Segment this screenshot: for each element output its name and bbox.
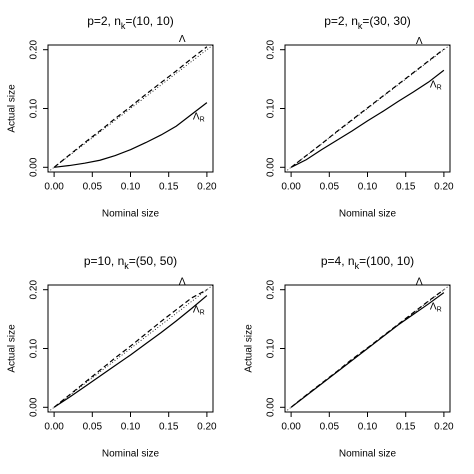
y-axis-label: Actual size [244, 324, 255, 373]
text-piece: R [200, 117, 205, 124]
x-tick-label: 0.10 [121, 182, 141, 193]
panel-title: p=4, nk=(100, 10) [321, 254, 414, 271]
text-piece: p=10, n [84, 254, 124, 268]
series-line [54, 102, 208, 168]
text-piece: R [437, 85, 442, 92]
text-piece: =(100, 10) [359, 254, 414, 268]
panel: p=2, nk=(10, 10) 0.00 0.05 0.10 0.15 0.20 0.00… [7, 14, 217, 219]
y-axis-label: Actual size [7, 324, 18, 373]
x-tick-label: 0.00 [44, 422, 64, 433]
series-label: ΛR [430, 301, 442, 314]
y-tick-label: 0.20 [29, 40, 40, 60]
panel-title: p=2, nk=(30, 30) [324, 14, 411, 31]
x-tick-label: 0.20 [434, 182, 454, 193]
series-label: Λ [416, 276, 423, 287]
y-tick-label: 0.10 [266, 338, 277, 358]
series-label: Λ [416, 36, 423, 47]
y-tick-label: 0.20 [29, 280, 40, 300]
text-piece: p=2, n [324, 14, 358, 28]
y-tick-label: 0.00 [266, 157, 277, 177]
x-axis-label: Nominal size [339, 209, 397, 220]
x-axis-label: Nominal size [102, 209, 160, 220]
panel: p=2, nk=(30, 30) 0.00 0.05 0.10 0.15 0.20 0.00… [266, 14, 454, 219]
x-axis-label: Nominal size [102, 449, 160, 460]
series-label: Λ [179, 33, 186, 44]
x-tick-label: 0.00 [281, 422, 301, 433]
series-line [53, 295, 208, 408]
x-tick-label: 0.15 [159, 182, 179, 193]
text-piece: k [358, 21, 363, 31]
y-tick-label: 0.00 [29, 157, 40, 177]
panel-title: p=2, nk=(10, 10) [87, 14, 174, 31]
series-label: ΛR [193, 111, 205, 124]
x-tick-label: 0.20 [197, 182, 217, 193]
y-tick-label: 0.10 [266, 98, 277, 118]
text-piece: p=2, n [87, 14, 121, 28]
text-piece: k [124, 261, 129, 271]
text-piece: =(30, 30) [362, 14, 410, 28]
text-piece: Λ [416, 36, 423, 47]
x-tick-label: 0.10 [121, 422, 141, 433]
y-tick-label: 0.20 [266, 280, 277, 300]
text-piece: R [200, 310, 205, 317]
text-piece: k [355, 261, 360, 271]
text-piece: Λ [430, 79, 437, 90]
panel: p=4, nk=(100, 10) 0.00 0.05 0.10 0.15 0.20 0.0… [244, 254, 454, 459]
text-piece: Λ [193, 111, 200, 122]
text-piece: Λ [430, 301, 437, 312]
series-line [53, 46, 208, 168]
series-line [290, 69, 445, 168]
reference-line [47, 44, 214, 173]
y-tick-label: 0.00 [29, 397, 40, 417]
series-line [290, 48, 445, 168]
x-tick-label: 0.15 [159, 422, 179, 433]
x-tick-label: 0.05 [320, 182, 340, 193]
series-label: Λ [179, 276, 186, 287]
x-axis-label: Nominal size [339, 449, 397, 460]
series-label: ΛR [193, 304, 205, 317]
series-line [290, 292, 445, 408]
plot-box [47, 284, 214, 413]
panel: p=10, nk=(50, 50) 0.00 0.05 0.10 0.15 0.20 0.0… [7, 254, 217, 459]
text-piece: k [121, 21, 126, 31]
x-tick-label: 0.15 [396, 422, 416, 433]
text-piece: Λ [179, 276, 186, 287]
x-tick-label: 0.10 [358, 182, 378, 193]
series-line [53, 289, 208, 408]
text-piece: R [437, 307, 442, 314]
text-piece: p=4, n [321, 254, 355, 268]
x-tick-label: 0.00 [281, 182, 301, 193]
x-tick-label: 0.05 [320, 422, 340, 433]
text-piece: =(10, 10) [125, 14, 173, 28]
text-piece: Λ [193, 304, 200, 315]
series-label: ΛR [430, 79, 442, 92]
x-tick-label: 0.05 [83, 182, 103, 193]
x-tick-label: 0.20 [434, 422, 454, 433]
text-piece: =(50, 50) [129, 254, 177, 268]
y-tick-label: 0.00 [266, 397, 277, 417]
y-tick-label: 0.10 [29, 98, 40, 118]
reference-line [47, 284, 214, 413]
text-piece: Λ [179, 33, 186, 44]
panel-title: p=10, nk=(50, 50) [84, 254, 177, 271]
y-tick-label: 0.20 [266, 40, 277, 60]
x-tick-label: 0.20 [197, 422, 217, 433]
x-tick-label: 0.00 [44, 182, 64, 193]
x-tick-label: 0.15 [396, 182, 416, 193]
y-axis-label: Actual size [7, 84, 18, 133]
text-piece: Λ [416, 276, 423, 287]
y-tick-label: 0.10 [29, 338, 40, 358]
x-tick-label: 0.10 [358, 422, 378, 433]
x-tick-label: 0.05 [83, 422, 103, 433]
